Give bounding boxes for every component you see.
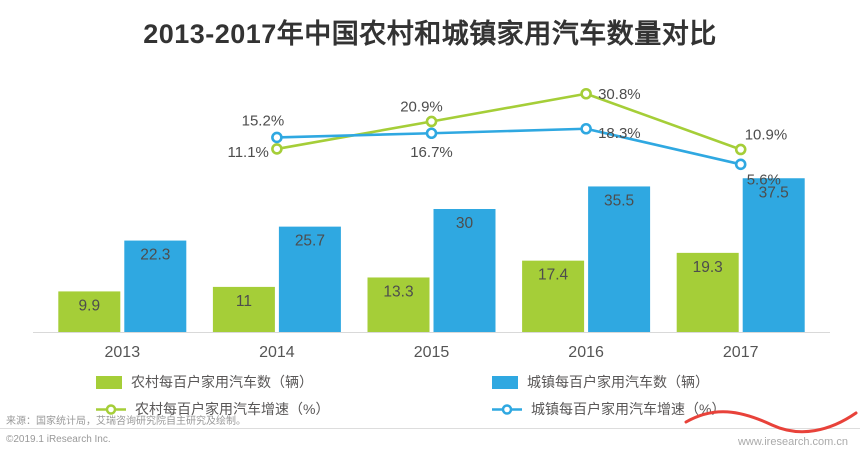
- copyright-note: ©2019.1 iResearch Inc.: [6, 434, 111, 445]
- line-value-label: 10.9%: [745, 126, 788, 143]
- footer-divider: [0, 428, 860, 429]
- line-value-label: 30.8%: [598, 86, 641, 103]
- website-url: www.iresearch.com.cn: [737, 436, 848, 448]
- line-value-label: 15.2%: [242, 112, 285, 129]
- line-value-label: 20.9%: [400, 98, 443, 115]
- line-value-label: 18.3%: [598, 125, 641, 142]
- line-marker: [271, 143, 283, 155]
- legend-item-rural-bars: 农村每百户家用汽车数（辆）: [96, 372, 492, 392]
- chart-canvas: 9.9 11 13.3 17.4 19.3 22.3 25.7 30 35.5 37.5 2013 2…: [33, 86, 830, 361]
- bar-value-label: 17.4: [538, 267, 569, 284]
- legend-label: 城镇每百户家用汽车数（辆）: [527, 374, 709, 390]
- urban-bar: [433, 209, 496, 332]
- line-marker: [734, 143, 747, 156]
- rural-bar: [212, 286, 275, 332]
- line-marker: [425, 115, 438, 128]
- legend-item-rural-growth: 农村每百户家用汽车增速（%）: [96, 399, 492, 419]
- rural-bar: [58, 291, 121, 332]
- line-marker: [580, 87, 592, 100]
- legend-item-urban-bars: 城镇每百户家用汽车数（辆）: [492, 372, 725, 392]
- line-marker: [425, 127, 438, 140]
- urban-bar: [742, 178, 805, 332]
- source-note: 来源：国家统计局，艾瑞咨询研究院自主研究及绘制。: [6, 416, 246, 427]
- urban-growth-line: [275, 127, 742, 166]
- rural-line-marker-icon: [96, 403, 126, 415]
- bar-value-label: 13.3: [383, 283, 413, 300]
- x-axis-label: 2014: [259, 344, 295, 361]
- x-axis-label: 2013: [105, 344, 141, 361]
- bar-value-label: 19.3: [693, 259, 723, 276]
- urban-bar-swatch-icon: [492, 375, 518, 389]
- line-marker: [734, 158, 747, 171]
- bar-value-label: 9.9: [79, 297, 101, 314]
- line-marker: [271, 131, 283, 144]
- bar-value-label: 37.5: [759, 184, 789, 201]
- urban-bar: [124, 240, 187, 332]
- x-axis-label: 2017: [723, 344, 759, 361]
- rural-growth-line: [275, 92, 742, 151]
- bar-value-label: 30: [456, 215, 474, 232]
- x-axis-label: 2016: [568, 344, 604, 361]
- line-marker: [580, 122, 592, 135]
- rural-bar-swatch-icon: [96, 375, 122, 389]
- bar-value-label: 22.3: [140, 247, 170, 264]
- bar-value-label: 35.5: [604, 192, 634, 209]
- red-wave-decoration: [684, 410, 858, 434]
- x-axis-label: 2015: [414, 344, 450, 361]
- legend-item-urban-growth: 城镇每百户家用汽车增速（%）: [492, 399, 725, 419]
- urban-bar: [588, 186, 651, 332]
- line-value-label: 5.6%: [747, 171, 781, 188]
- chart-title: 2013-2017年中国农村和城镇家用汽车数量对比: [143, 19, 717, 49]
- bar-value-label: 11: [236, 293, 252, 310]
- rural-bar: [522, 260, 585, 332]
- rural-bar: [676, 252, 739, 332]
- bar-value-label: 25.7: [295, 233, 325, 250]
- chart-legend: 农村每百户家用汽车数（辆） 城镇每百户家用汽车数（辆） 农村每百户家用汽车增速（…: [96, 372, 725, 419]
- legend-label: 农村每百户家用汽车数（辆）: [131, 374, 313, 390]
- urban-line-marker-icon: [492, 403, 522, 415]
- line-value-label: 16.7%: [410, 144, 453, 161]
- legend-label: 城镇每百户家用汽车增速（%）: [531, 401, 726, 417]
- legend-label: 农村每百户家用汽车增速（%）: [135, 401, 330, 417]
- urban-bar: [278, 226, 341, 332]
- rural-bar: [367, 277, 430, 332]
- line-value-label: 11.1%: [227, 144, 268, 161]
